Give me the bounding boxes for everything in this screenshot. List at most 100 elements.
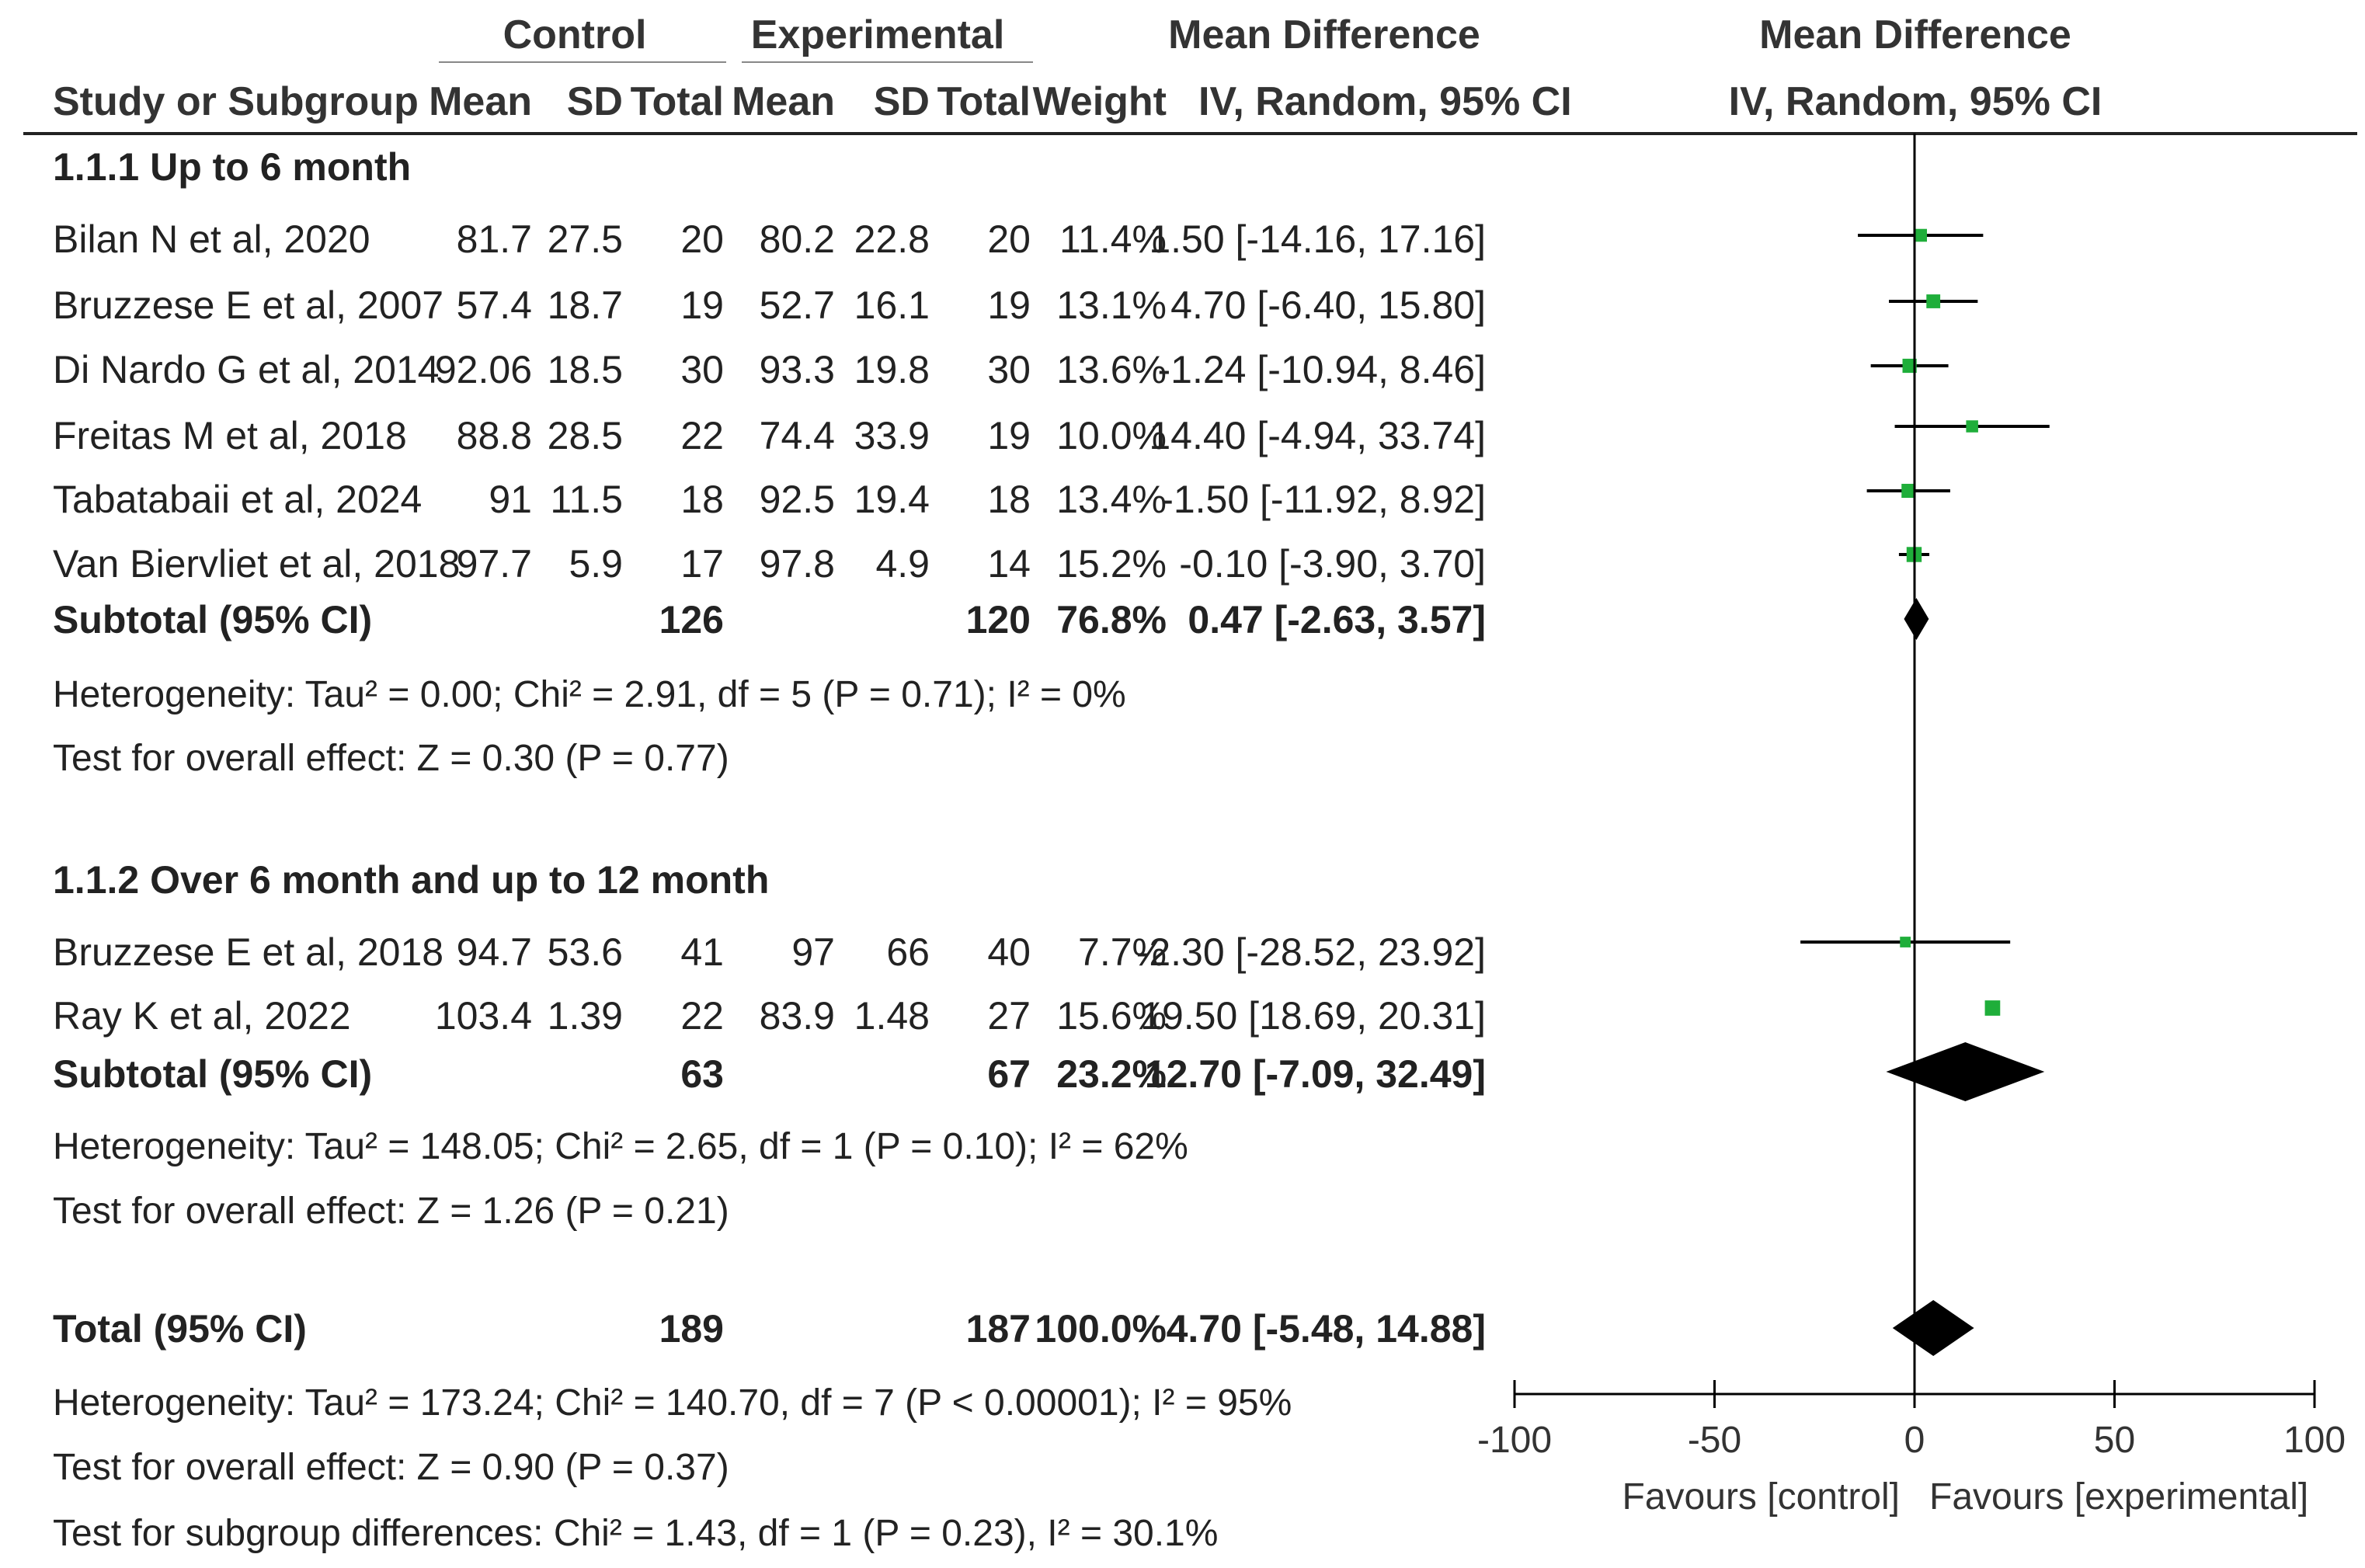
control-mean: 88.8 bbox=[457, 414, 532, 457]
overall-effect-text: Test for overall effect: Z = 0.30 (P = 0… bbox=[53, 738, 729, 779]
experimental-mean: 52.7 bbox=[760, 283, 835, 327]
subtotal-ci: 12.70 [-7.09, 32.49] bbox=[1145, 1052, 1486, 1096]
subtotal-control-total: 126 bbox=[659, 598, 724, 641]
effect-square bbox=[1902, 358, 1917, 374]
study-weight: 7.7% bbox=[1078, 930, 1167, 974]
study-column-header: Study or Subgroup bbox=[53, 79, 419, 124]
effect-square bbox=[1984, 1000, 2001, 1016]
control-sd: 11.5 bbox=[550, 478, 623, 521]
weight-header: Weight bbox=[1033, 79, 1167, 124]
control-mean-header: Mean bbox=[429, 79, 532, 124]
ci-table-header: IV, Random, 95% CI bbox=[1198, 79, 1572, 124]
study-ci: 19.50 [18.69, 20.31] bbox=[1140, 994, 1486, 1038]
experimental-mean: 97 bbox=[791, 930, 835, 974]
experimental-total: 20 bbox=[987, 217, 1031, 261]
control-mean: 81.7 bbox=[457, 217, 532, 261]
subtotal-control-total: 63 bbox=[680, 1052, 724, 1096]
experimental-sd: 22.8 bbox=[854, 217, 930, 261]
study-ci: 4.70 [-6.40, 15.80] bbox=[1170, 283, 1486, 327]
subtotal-experimental-total: 67 bbox=[987, 1052, 1031, 1096]
experimental-sd: 16.1 bbox=[854, 283, 930, 327]
subtotal-row: Subtotal (95% CI) 126 120 76.8% 0.47 [-2… bbox=[53, 598, 1929, 641]
subtotal-diamond bbox=[1904, 598, 1929, 640]
study-weight: 15.2% bbox=[1056, 542, 1167, 586]
table-row: Ray K et al, 2022 103.4 1.39 22 83.9 1.4… bbox=[53, 994, 2001, 1038]
effect-square bbox=[1901, 483, 1916, 499]
study-name: Van Biervliet et al, 2018 bbox=[53, 542, 460, 586]
table-row: Di Nardo G et al, 2014 92.06 18.5 30 93.… bbox=[53, 348, 1949, 391]
study-weight: 10.0% bbox=[1056, 414, 1167, 457]
study-ci: 14.40 [-4.94, 33.74] bbox=[1149, 414, 1486, 457]
control-sd: 18.5 bbox=[548, 348, 623, 391]
control-mean: 103.4 bbox=[435, 994, 532, 1038]
experimental-total: 14 bbox=[987, 542, 1031, 586]
total-row: Total (95% CI) 189 187 100.0% 4.70 [-5.4… bbox=[53, 1300, 1974, 1356]
experimental-sd: 33.9 bbox=[854, 414, 930, 457]
effect-square bbox=[1926, 294, 1941, 308]
study-weight: 11.4% bbox=[1059, 217, 1167, 261]
subtotal-experimental-total: 120 bbox=[966, 598, 1031, 641]
total-diamond bbox=[1892, 1300, 1974, 1356]
ci-plot-header: IV, Random, 95% CI bbox=[1729, 79, 2102, 124]
experimental-total: 19 bbox=[987, 414, 1031, 457]
experimental-mean: 80.2 bbox=[760, 217, 835, 261]
experimental-total: 40 bbox=[987, 930, 1031, 974]
favours-control-label: Favours [control] bbox=[1622, 1476, 1900, 1518]
experimental-total: 18 bbox=[987, 478, 1031, 521]
total-heterogeneity-text: Heterogeneity: Tau² = 173.24; Chi² = 140… bbox=[53, 1382, 1292, 1424]
mean-difference-table-header: Mean Difference bbox=[1168, 12, 1480, 57]
experimental-mean: 93.3 bbox=[760, 348, 835, 391]
subtotal-ci: 0.47 [-2.63, 3.57] bbox=[1188, 598, 1486, 641]
study-ci: -1.24 [-10.94, 8.46] bbox=[1157, 348, 1486, 391]
effect-square bbox=[1900, 937, 1911, 947]
control-mean: 97.7 bbox=[457, 542, 532, 586]
experimental-sd: 19.4 bbox=[854, 478, 930, 521]
group-title: 1.1.1 Up to 6 month bbox=[53, 145, 411, 189]
control-mean: 92.06 bbox=[435, 348, 532, 391]
control-sd: 1.39 bbox=[548, 994, 623, 1038]
experimental-mean: 92.5 bbox=[760, 478, 835, 521]
study-weight: 15.6% bbox=[1056, 994, 1167, 1038]
subtotal-label: Subtotal (95% CI) bbox=[53, 1052, 372, 1096]
effect-square bbox=[1966, 420, 1978, 433]
study-weight: 13.1% bbox=[1056, 283, 1167, 327]
study-name: Freitas M et al, 2018 bbox=[53, 414, 407, 457]
favours-experimental-label: Favours [experimental] bbox=[1929, 1476, 2308, 1518]
experimental-total: 19 bbox=[987, 283, 1031, 327]
experimental-mean: 74.4 bbox=[760, 414, 835, 457]
experimental-sd: 66 bbox=[886, 930, 930, 974]
control-total: 22 bbox=[680, 414, 724, 457]
control-header: Control bbox=[503, 12, 647, 57]
control-total: 18 bbox=[680, 478, 724, 521]
study-weight: 13.6% bbox=[1056, 348, 1167, 391]
table-row: Bilan N et al, 2020 81.7 27.5 20 80.2 22… bbox=[53, 217, 1984, 261]
subtotal-weight: 76.8% bbox=[1056, 598, 1167, 641]
control-total: 22 bbox=[680, 994, 724, 1038]
overall-effect-text: Test for overall effect: Z = 1.26 (P = 0… bbox=[53, 1191, 729, 1232]
experimental-header: Experimental bbox=[751, 12, 1005, 57]
study-name: Bilan N et al, 2020 bbox=[53, 217, 370, 261]
table-row: Bruzzese E et al, 2007 57.4 18.7 19 52.7… bbox=[53, 283, 1978, 327]
control-sd: 18.7 bbox=[548, 283, 623, 327]
x-tick-label: 100 bbox=[2283, 1420, 2346, 1461]
total-label: Total (95% CI) bbox=[53, 1307, 307, 1351]
experimental-mean: 83.9 bbox=[760, 994, 835, 1038]
study-weight: 13.4% bbox=[1056, 478, 1167, 521]
table-row: Freitas M et al, 2018 88.8 28.5 22 74.4 … bbox=[53, 414, 2050, 457]
control-mean: 91 bbox=[489, 478, 532, 521]
control-total: 19 bbox=[680, 283, 724, 327]
study-name: Ray K et al, 2022 bbox=[53, 994, 351, 1038]
total-weight: 100.0% bbox=[1035, 1307, 1167, 1351]
control-sd: 27.5 bbox=[548, 217, 623, 261]
experimental-sd: 4.9 bbox=[875, 542, 930, 586]
control-sd: 5.9 bbox=[569, 542, 623, 586]
control-total: 17 bbox=[680, 542, 724, 586]
control-total: 30 bbox=[680, 348, 724, 391]
experimental-total: 27 bbox=[987, 994, 1031, 1038]
total-experimental-total: 187 bbox=[966, 1307, 1031, 1351]
experimental-sd: 1.48 bbox=[854, 994, 930, 1038]
heterogeneity-text: Heterogeneity: Tau² = 148.05; Chi² = 2.6… bbox=[53, 1126, 1188, 1167]
study-ci: -0.10 [-3.90, 3.70] bbox=[1179, 542, 1486, 586]
effect-square bbox=[1914, 228, 1927, 242]
